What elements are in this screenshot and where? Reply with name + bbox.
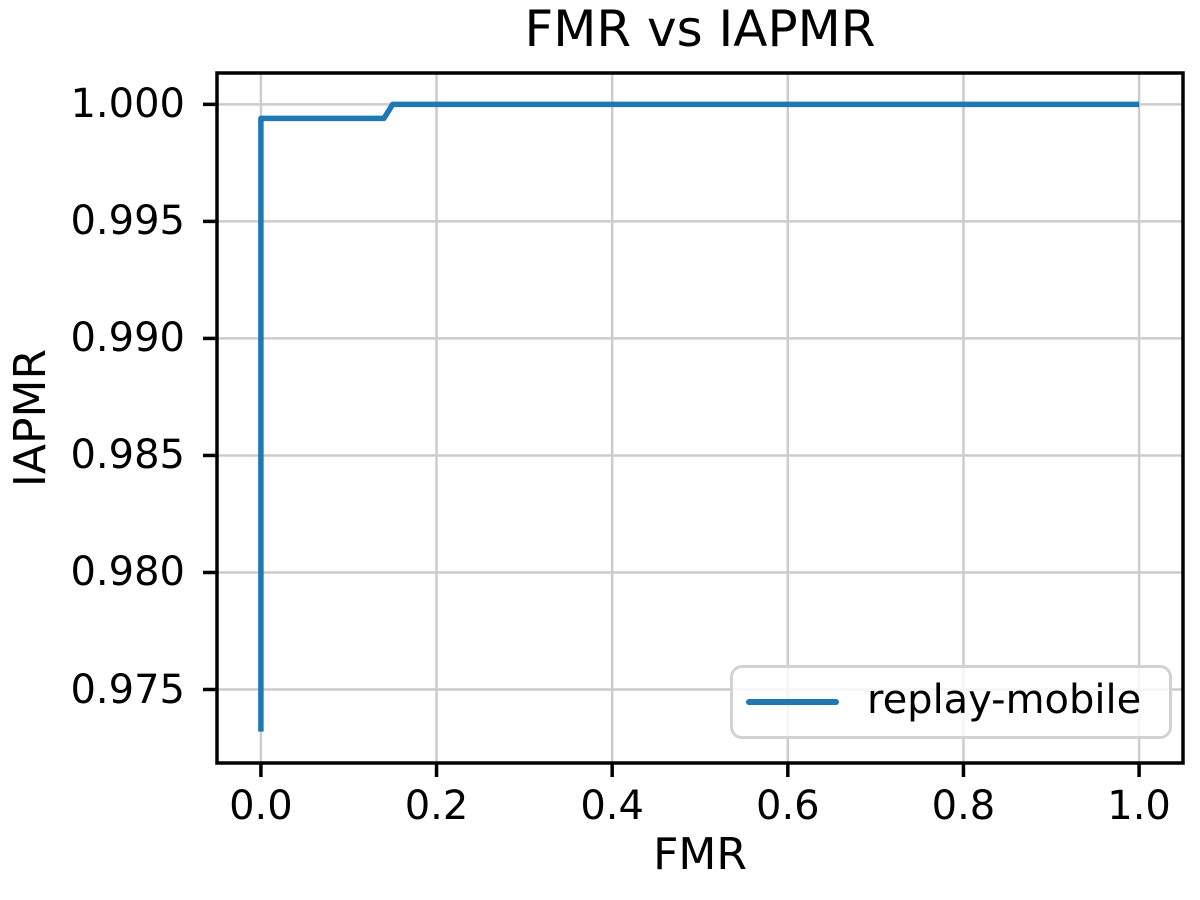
series-line: [258, 101, 1140, 732]
chart-title: FMR vs IAPMR: [524, 0, 876, 58]
y-tick-label: 1.000: [70, 81, 185, 128]
axes-box: [215, 71, 1185, 765]
y-tick-label: 0.980: [70, 549, 185, 596]
y-tick-label: 0.975: [70, 666, 185, 713]
y-tick-label: 0.990: [70, 315, 185, 362]
legend: replay-mobile: [730, 665, 1172, 739]
x-tick-label: 0.4: [580, 783, 644, 829]
y-tick-label: 0.985: [70, 432, 185, 479]
x-tick-label: 1.0: [1107, 783, 1171, 829]
x-axis-title: FMR: [653, 829, 747, 880]
x-tick-label: 0.0: [229, 783, 293, 829]
x-tick-label: 0.6: [756, 783, 820, 829]
legend-label: replay-mobile: [867, 677, 1142, 723]
legend-line-sample: [746, 699, 839, 705]
x-tick-label: 0.2: [404, 783, 469, 829]
x-tick-label: 0.8: [931, 783, 996, 829]
y-tick-label: 0.995: [70, 198, 185, 245]
